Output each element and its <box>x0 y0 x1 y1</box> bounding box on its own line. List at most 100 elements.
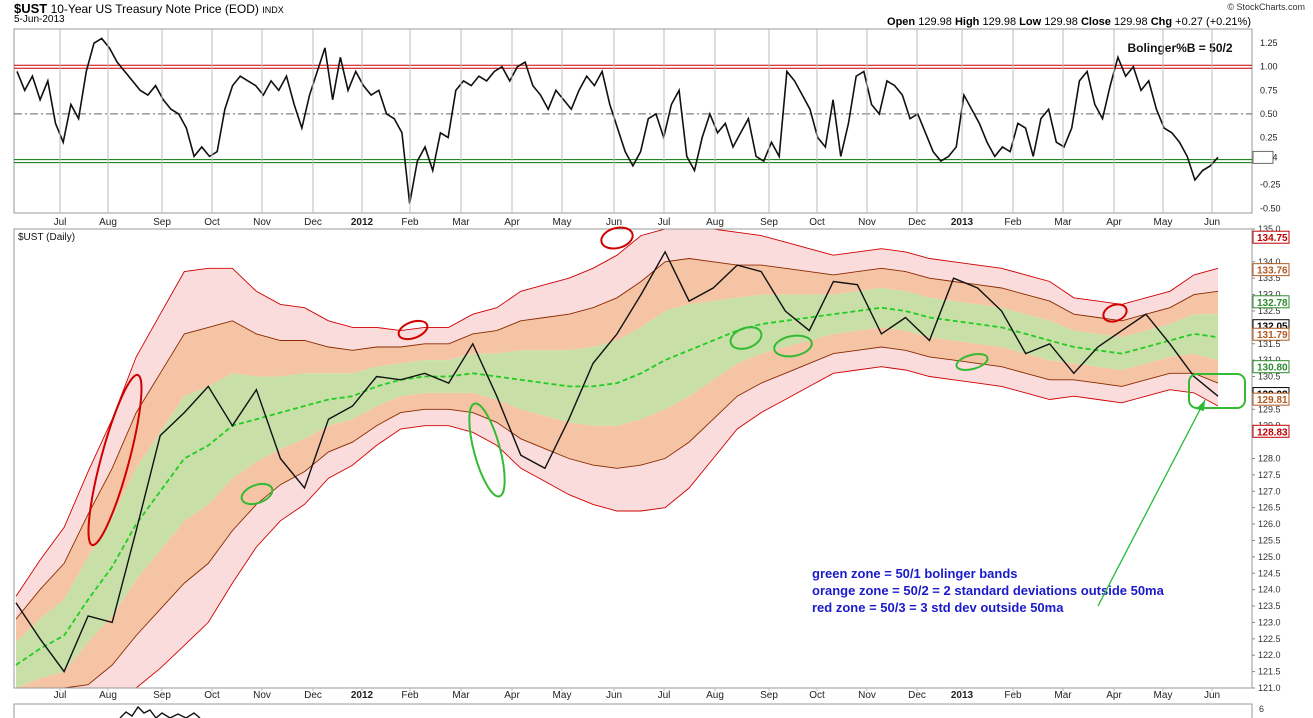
value-label: 133.76 <box>1257 266 1288 277</box>
red-marker <box>397 319 429 341</box>
upper-y-label: 1.25 <box>1260 38 1278 48</box>
band-line-lower-2sd <box>16 346 1219 689</box>
value-label: 130.80 <box>1257 363 1288 374</box>
instrument-name: 10-Year US Treasury Note Price (EOD) <box>50 2 259 16</box>
green-marker <box>468 402 506 498</box>
chart-title: $UST 10-Year US Treasury Note Price (EOD… <box>14 1 284 16</box>
zone-annotation: red zone = 50/3 = 3 std dev outside 50ma <box>812 600 1064 615</box>
volume-frame <box>13 703 1253 718</box>
upper-x-label: May <box>1154 217 1173 228</box>
lower-x-label: Feb <box>1004 690 1022 701</box>
percent-b-panel: 1.251.000.750.500.250.04-0.25-0.50Boling… <box>13 28 1281 228</box>
band-line-upper-3sd <box>15 228 1219 597</box>
upper-frame <box>13 28 1253 214</box>
orange-zone-upper <box>16 258 1218 643</box>
lower-x-label: Sep <box>760 690 778 701</box>
upper-y-label: -0.25 <box>1260 180 1281 190</box>
upper-x-label: Mar <box>1054 217 1072 228</box>
upper-x-label: Jul <box>658 217 671 228</box>
green-marker <box>773 334 813 358</box>
upper-y-label: 1.00 <box>1260 62 1278 72</box>
brand-logo: © StockCharts.com <box>1227 2 1305 12</box>
upper-x-label: Oct <box>204 217 220 228</box>
lower-x-label: 2013 <box>951 690 974 701</box>
lower-y-label: 131.0 <box>1258 355 1281 365</box>
upper-x-label: Sep <box>760 217 778 228</box>
value-label-box <box>1252 230 1290 244</box>
value-label: 132.05 <box>1257 322 1288 333</box>
lower-y-label: 126.5 <box>1258 503 1281 513</box>
percent-b-line <box>16 37 1219 204</box>
lower-x-label: Jun <box>1204 690 1220 701</box>
upper-x-label: 2012 <box>351 217 374 228</box>
lower-x-label: Mar <box>1054 690 1072 701</box>
value-label-box <box>1252 424 1290 438</box>
price-panel-title: $UST (Daily) <box>18 232 75 243</box>
chg-value: +0.27 (+0.21%) <box>1175 16 1251 28</box>
ohlc-readout: Open 129.98 High 129.98 Low 129.98 Close… <box>887 16 1251 28</box>
value-label-box <box>1252 360 1290 374</box>
upper-y-label: 0.75 <box>1260 85 1278 95</box>
lower-y-label: 121.5 <box>1258 667 1281 677</box>
lower-y-label: 131.5 <box>1258 339 1281 349</box>
lower-y-label: 127.0 <box>1258 486 1281 496</box>
lower-x-label: Jul <box>658 690 671 701</box>
lower-y-label: 126.0 <box>1258 519 1281 529</box>
high-value: 129.98 <box>982 16 1017 28</box>
symbol: $UST <box>14 1 48 16</box>
lower-y-label: 125.5 <box>1258 535 1281 545</box>
exchange: INDX <box>262 5 284 15</box>
lower-y-label: 122.0 <box>1258 650 1281 660</box>
lower-y-label: 135.0 <box>1258 224 1281 234</box>
lower-y-label: 134.0 <box>1258 257 1281 267</box>
lower-y-label: 123.5 <box>1258 601 1281 611</box>
lower-x-label: Dec <box>304 690 322 701</box>
red-zone-upper <box>16 229 1218 620</box>
lower-x-label: Dec <box>908 690 926 701</box>
low-label: Low <box>1019 16 1042 28</box>
upper-x-label: Nov <box>253 217 271 228</box>
lower-x-label: Oct <box>204 690 220 701</box>
upper-x-label: Dec <box>304 217 322 228</box>
green-marker-box <box>1188 373 1246 409</box>
upper-x-label: Feb <box>1004 217 1022 228</box>
upper-x-label: Aug <box>99 217 117 228</box>
last-value-box <box>1252 150 1274 164</box>
lower-x-label: Nov <box>858 690 876 701</box>
price-panel: 135.0 134.0 133.5 133.0 132.5 131.5 131.0 130.5… <box>13 224 1290 701</box>
indicator-title: Bolinger%B = 50/2 <box>1127 41 1232 55</box>
lower-y-label: 130.5 <box>1258 372 1281 382</box>
lower-y-label: 124.0 <box>1258 585 1281 595</box>
lower-x-label: Apr <box>504 690 520 701</box>
upper-x-label: Sep <box>153 217 171 228</box>
upper-x-label: Aug <box>706 217 724 228</box>
upper-x-label: Feb <box>401 217 419 228</box>
upper-x-label: Apr <box>504 217 520 228</box>
upper-y-label: 0.25 <box>1260 133 1278 143</box>
red-zone-lower <box>16 347 1218 688</box>
lower-x-label: Mar <box>452 690 470 701</box>
value-label-box <box>1252 263 1290 277</box>
upper-y-label: -0.50 <box>1260 203 1281 213</box>
annotation-arrowhead <box>1196 400 1205 411</box>
band-line-lower-3sd <box>16 366 1219 689</box>
value-label: 131.79 <box>1257 330 1288 341</box>
lower-x-label: Aug <box>706 690 724 701</box>
chart-date: 5-Jun-2013 <box>14 14 65 25</box>
zone-annotation: orange zone = 50/2 = 2 standard deviatio… <box>812 583 1165 598</box>
upper-x-label: Dec <box>908 217 926 228</box>
value-label: 134.75 <box>1257 233 1288 244</box>
lower-y-label: 132.5 <box>1258 306 1281 316</box>
lower-y-label: 133.0 <box>1258 290 1281 300</box>
red-marker <box>87 373 143 547</box>
value-label-box <box>1252 392 1290 406</box>
lower-x-label: Nov <box>253 690 271 701</box>
close-value: 129.98 <box>1113 16 1148 28</box>
lower-x-label: Sep <box>153 690 171 701</box>
lower-x-label: 2012 <box>351 690 374 701</box>
volume-y-label: 6 <box>1259 704 1264 714</box>
value-label-box <box>1252 295 1290 309</box>
lower-x-label: Feb <box>401 690 419 701</box>
lower-x-label: Aug <box>99 690 117 701</box>
